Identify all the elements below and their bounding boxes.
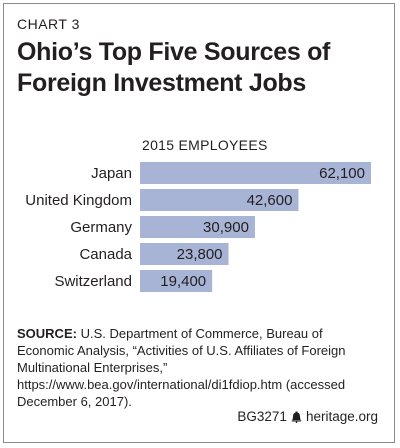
chart-frame: [3, 3, 395, 443]
liberty-bell-icon: [291, 411, 302, 423]
footer-code: BG3271: [237, 409, 287, 424]
chart-title-line-2: Foreign Investment Jobs: [17, 69, 306, 97]
data-label: 30,900: [203, 219, 249, 236]
source-label: SOURCE:: [17, 326, 77, 341]
category-label: United Kingdom: [25, 192, 132, 209]
bar: [140, 162, 371, 184]
source-note: SOURCE: U.S. Department of Commerce, Bur…: [17, 325, 382, 410]
data-label: 19,400: [160, 273, 206, 290]
category-label: Canada: [79, 246, 132, 263]
data-label: 42,600: [247, 192, 293, 209]
category-label: Germany: [70, 219, 132, 236]
data-label: 23,800: [177, 246, 223, 263]
source-text: U.S. Department of Commerce, Bureau of E…: [17, 326, 346, 409]
chart-subtitle: 2015 EMPLOYEES: [142, 137, 268, 153]
chart-title: Ohio’s Top Five Sources of Foreign Inves…: [17, 37, 377, 99]
category-label: Japan: [91, 165, 132, 182]
bar: [140, 243, 229, 265]
footer: BG3271 heritage.org: [237, 409, 378, 424]
chart-number-label: CHART 3: [17, 16, 80, 32]
bar: [140, 216, 255, 238]
bar: [140, 270, 213, 292]
data-label: 62,100: [319, 165, 365, 182]
bar: [140, 189, 299, 211]
footer-site: heritage.org: [305, 409, 378, 424]
category-label: Switzerland: [54, 273, 132, 290]
chart-title-line-1: Ohio’s Top Five Sources of: [17, 38, 331, 66]
